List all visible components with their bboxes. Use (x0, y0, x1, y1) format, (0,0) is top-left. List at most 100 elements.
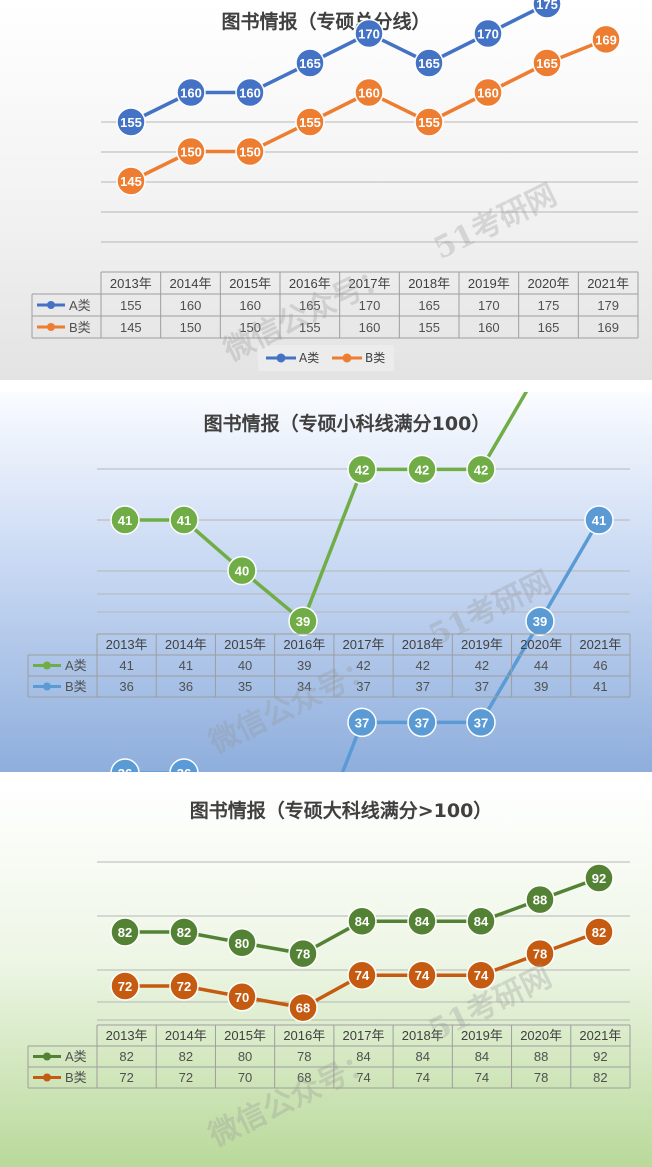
table-cell: 46 (593, 658, 607, 673)
data-point (525, 938, 555, 969)
legend-key-marker (47, 323, 55, 331)
table-cell: 170 (478, 298, 500, 313)
data-label: 155 (299, 115, 321, 130)
data-label: 37 (415, 715, 429, 730)
table-cell: 39 (534, 679, 548, 694)
x-tick-label: 2014年 (165, 1028, 207, 1043)
data-label: 175 (536, 0, 558, 12)
table-cell: 160 (239, 298, 261, 313)
table-cell: 35 (238, 679, 252, 694)
table-cell: 72 (119, 1070, 133, 1085)
data-label: 150 (239, 145, 261, 160)
table-cell: 74 (475, 1070, 489, 1085)
data-point (176, 77, 206, 108)
table-cell: 36 (179, 679, 193, 694)
table-cell: 160 (359, 320, 381, 335)
chart-title: 图书情报（专硕小科线满分100） (204, 412, 491, 435)
x-tick-label: 2016年 (283, 1028, 325, 1043)
data-point (525, 606, 555, 636)
data-point (473, 18, 503, 49)
table-cell: 165 (538, 320, 560, 335)
table-cell: 155 (418, 320, 440, 335)
data-label: 72 (177, 979, 191, 994)
data-point (347, 454, 377, 485)
chart-panel-total: 图书情报（专硕总分线） 155 160 160 165 170 165 170 175 179 14… (0, 0, 652, 380)
data-label: 36 (118, 766, 132, 772)
data-point (347, 960, 377, 990)
table-cell: 160 (478, 320, 500, 335)
data-point (116, 107, 146, 137)
data-point (176, 136, 206, 167)
data-point (169, 971, 199, 1001)
table-cell: 40 (238, 658, 252, 673)
data-label: 41 (118, 513, 132, 528)
table-cell: 82 (179, 1049, 193, 1064)
data-point (288, 992, 318, 1023)
table-cell: 165 (299, 298, 321, 313)
table-cell: 36 (119, 679, 133, 694)
data-point (227, 555, 257, 586)
x-tick-label: 2021年 (587, 276, 629, 291)
table-cell: 42 (475, 658, 489, 673)
x-tick-label: 2013年 (106, 637, 148, 652)
table-cell: 42 (356, 658, 370, 673)
chart-title: 图书情报（专硕总分线） (221, 10, 430, 33)
x-tick-label: 2017年 (343, 637, 385, 652)
chart-small-subject-svg: 图书情报（专硕小科线满分100） 41 41 40 39 42 42 42 44 46 36 36 35… (27, 392, 631, 772)
table-cell: 92 (593, 1049, 607, 1064)
data-label: 165 (536, 56, 558, 71)
table-cell: 37 (415, 679, 429, 694)
x-tick-label: 2015年 (229, 276, 271, 291)
data-point (525, 884, 555, 915)
data-point (407, 707, 437, 738)
data-point (407, 960, 437, 990)
legend-label: B类 (65, 1070, 87, 1085)
data-point (295, 107, 325, 137)
x-tick-label: 2014年 (165, 637, 207, 652)
table-cell: 72 (179, 1070, 193, 1085)
data-point (584, 917, 614, 947)
table-cell: 74 (356, 1070, 370, 1085)
table-cell: 179 (597, 298, 619, 313)
data-label: 41 (177, 513, 191, 528)
legend-label: B类 (69, 320, 91, 335)
legend-box (258, 345, 394, 371)
data-label: 150 (180, 145, 202, 160)
data-point (347, 906, 377, 936)
data-label: 82 (177, 925, 191, 940)
table-cell: 84 (415, 1049, 429, 1064)
chart-large-subject-svg: 图书情报（专硕大科线满分>100） 82 82 80 78 84 84 84 88 92 72 72 7… (27, 799, 631, 1089)
x-tick-label: 2015年 (224, 1028, 266, 1043)
data-label: 74 (355, 968, 370, 983)
data-label: 78 (296, 947, 310, 962)
data-point (288, 606, 318, 636)
x-tick-label: 2021年 (579, 637, 621, 652)
data-point (110, 505, 140, 535)
table-cell: 34 (297, 679, 311, 694)
table-cell: 41 (119, 658, 133, 673)
x-tick-label: 2020年 (520, 637, 562, 652)
data-point (227, 928, 257, 958)
data-label: 84 (474, 914, 489, 929)
data-label: 74 (415, 968, 430, 983)
data-label: 74 (474, 968, 489, 983)
data-point (347, 707, 377, 738)
data-label: 155 (120, 115, 142, 130)
data-label: 160 (358, 86, 380, 101)
data-label: 82 (592, 925, 606, 940)
x-tick-label: 2014年 (170, 276, 212, 291)
data-label: 80 (235, 936, 249, 951)
legend-key-marker (43, 1073, 51, 1082)
table-cell: 82 (593, 1070, 607, 1085)
data-point (584, 505, 614, 535)
data-point (532, 0, 562, 19)
data-label: 68 (296, 1001, 310, 1016)
legend-key-marker (342, 353, 352, 363)
data-label: 39 (296, 614, 310, 629)
data-point (466, 707, 496, 738)
data-label: 37 (355, 715, 369, 730)
legend-key-marker (276, 353, 286, 363)
table-cell: 70 (238, 1070, 252, 1085)
data-point (354, 77, 384, 108)
data-label: 165 (299, 56, 321, 71)
